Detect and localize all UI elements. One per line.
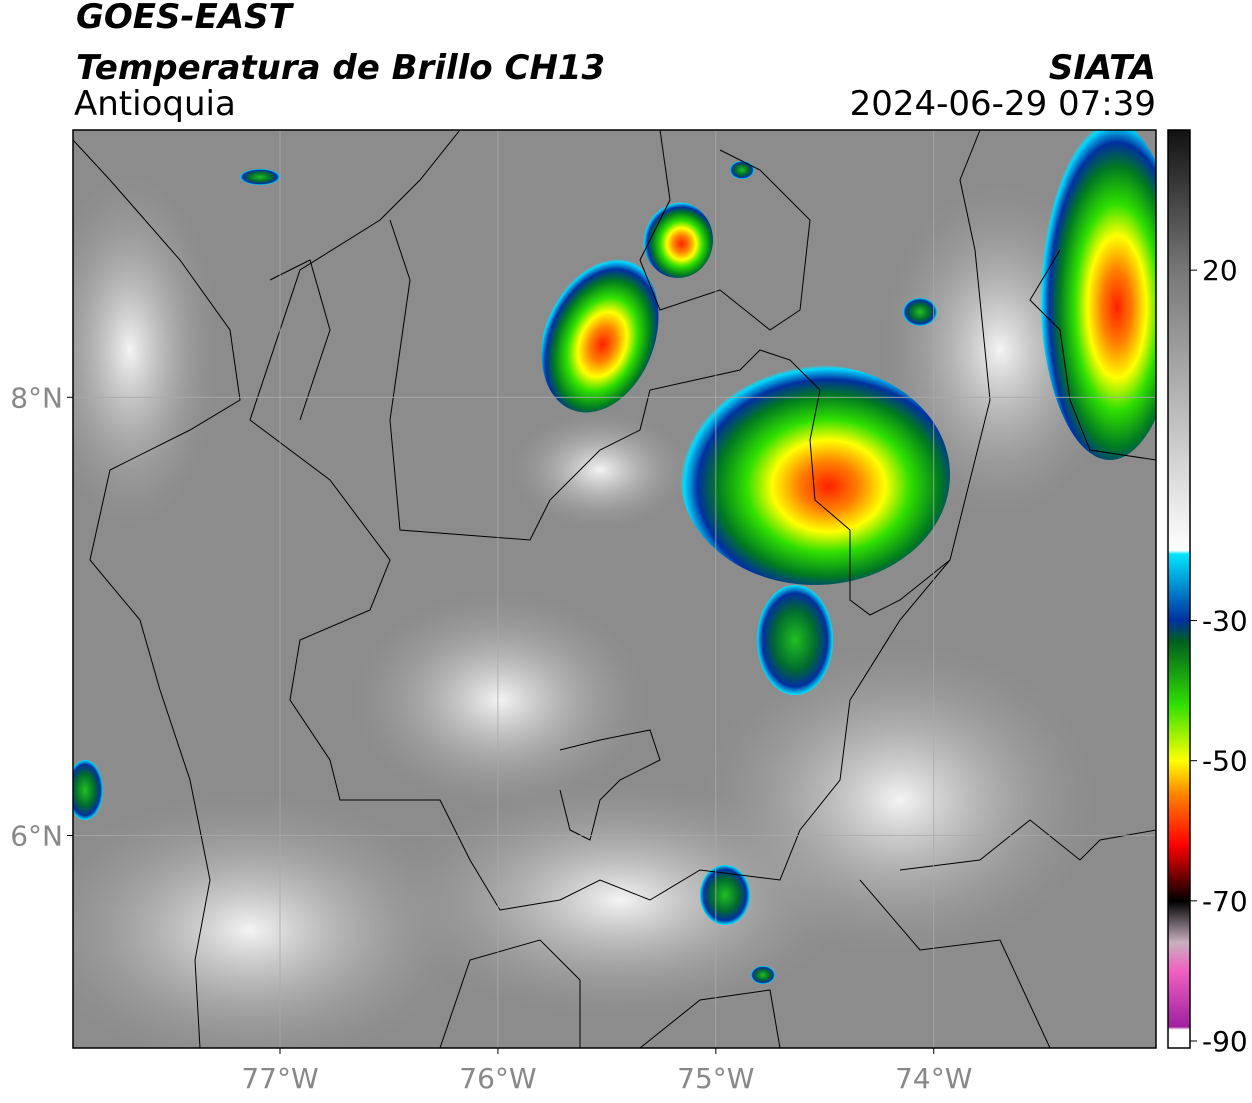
storm-cell bbox=[1040, 130, 1156, 460]
storm-cell bbox=[751, 966, 775, 984]
storm-cell bbox=[541, 257, 659, 413]
border bbox=[559, 729, 661, 841]
storm-cell bbox=[757, 585, 833, 695]
region: Antioquia bbox=[74, 84, 236, 124]
x-tick-label: 74°W bbox=[895, 1062, 972, 1095]
colorbar-tick-label: 20 bbox=[1202, 254, 1238, 287]
y-tick-label: 6°N bbox=[10, 819, 63, 852]
title: GOES-EAST bbox=[76, 0, 295, 37]
subtitle: Temperatura de Brillo CH13 bbox=[76, 48, 605, 88]
datetime: 2024-06-29 07:39 bbox=[850, 84, 1156, 124]
storm-cell bbox=[700, 865, 750, 925]
storm-cell bbox=[903, 298, 937, 326]
grid bbox=[73, 130, 1156, 1048]
map-frame bbox=[72, 129, 1157, 1049]
border bbox=[249, 130, 991, 911]
coastline bbox=[73, 139, 241, 1048]
border bbox=[639, 130, 811, 331]
border bbox=[639, 989, 781, 1048]
source: SIATA bbox=[1049, 48, 1156, 88]
colorbar-tick-label: -50 bbox=[1202, 745, 1248, 778]
border bbox=[439, 939, 581, 1048]
map-image bbox=[73, 130, 1156, 1048]
storm-cell bbox=[680, 365, 950, 585]
border bbox=[1029, 249, 1156, 461]
x-tick-label: 75°W bbox=[677, 1062, 754, 1095]
colorbar-tick-label: -70 bbox=[1202, 885, 1248, 918]
colorbar-tick-label: -90 bbox=[1202, 1025, 1248, 1058]
border bbox=[389, 219, 951, 616]
border bbox=[899, 819, 1156, 871]
cloud bbox=[73, 790, 470, 1048]
x-tick-label: 77°W bbox=[241, 1062, 318, 1095]
storm-cell bbox=[643, 202, 713, 278]
storm-cell bbox=[73, 760, 103, 820]
x-tick-label: 76°W bbox=[459, 1062, 536, 1095]
cloud bbox=[510, 410, 690, 530]
cloud bbox=[350, 590, 650, 810]
cloud bbox=[700, 640, 1100, 960]
colorbar bbox=[1167, 129, 1191, 1049]
storm-cell bbox=[730, 161, 754, 179]
y-tick-label: 8°N bbox=[10, 381, 63, 414]
colorbar-tick-label: -30 bbox=[1202, 605, 1248, 638]
storm-cell bbox=[240, 169, 280, 185]
cloud bbox=[73, 170, 220, 530]
border bbox=[859, 879, 1051, 1048]
coastline bbox=[269, 259, 331, 421]
